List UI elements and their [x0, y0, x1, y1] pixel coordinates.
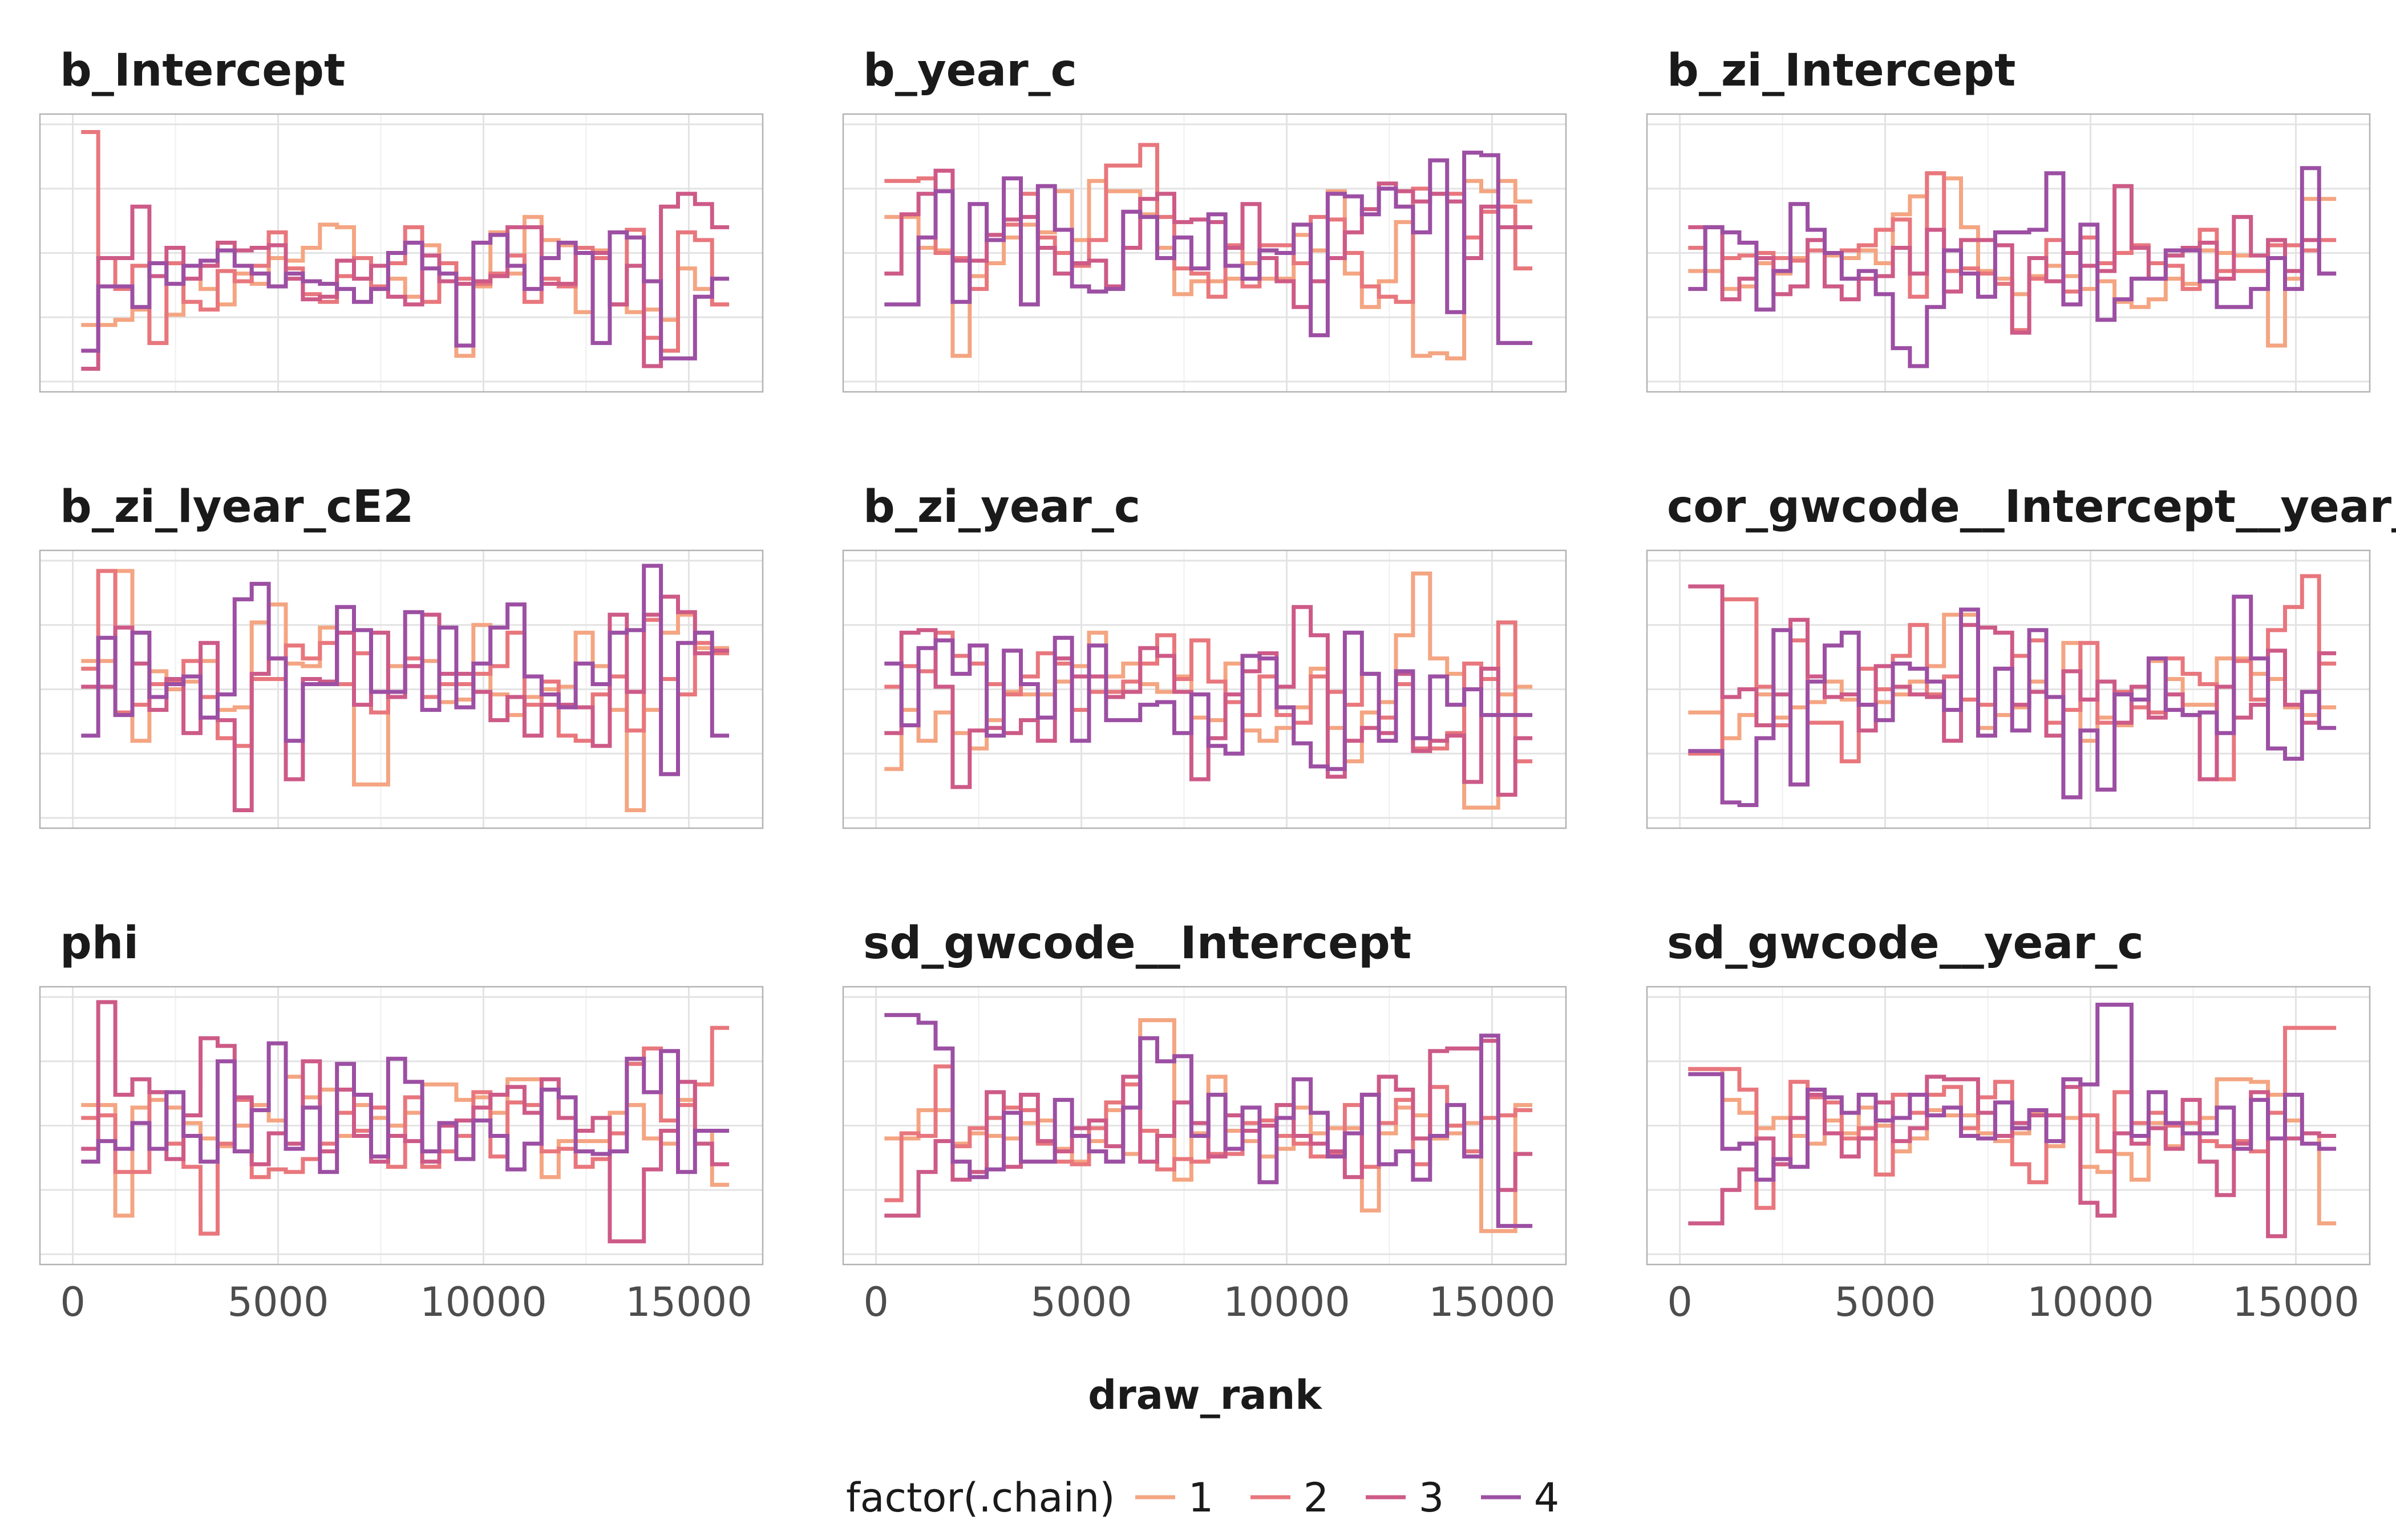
x-tick-label: 0: [863, 1279, 889, 1326]
series-line-chain-4: [1688, 594, 2337, 807]
x-tick-label: 0: [1667, 1279, 1693, 1326]
series-line-chain-3: [81, 594, 730, 812]
panel-border: [1646, 986, 2371, 1266]
facet-panel: b_Intercept: [39, 45, 764, 393]
series-group: [1688, 166, 2337, 368]
series-group: [1688, 1003, 2337, 1238]
x-tick-label: 0: [60, 1279, 86, 1326]
series-group: [81, 130, 730, 371]
x-tick-label: 10000: [2027, 1279, 2154, 1326]
series-line-chain-4: [81, 564, 730, 776]
panel-title: b_zi_Intercept: [1667, 45, 2015, 96]
series-group: [81, 564, 730, 812]
series-line-chain-4: [884, 151, 1533, 345]
series-line-chain-3: [1688, 184, 2337, 335]
series-line-chain-1: [884, 179, 1533, 360]
series-line-chain-3: [884, 1039, 1533, 1218]
series-line-chain-2: [81, 1026, 730, 1236]
x-tick-label: 5000: [1030, 1279, 1132, 1326]
panel-title: b_Intercept: [60, 45, 345, 96]
series-group: [1688, 574, 2337, 807]
facet-panel: b_zi_lyear_cE2: [39, 481, 764, 829]
series-line-chain-4: [884, 630, 1533, 771]
legend-label: 3: [1419, 1474, 1444, 1521]
series-line-chain-3: [81, 192, 730, 371]
x-tick-label: 15000: [1428, 1279, 1556, 1326]
facet-panel: b_zi_Intercept: [1646, 45, 2371, 393]
legend: factor(.chain) 1 2 3 4: [846, 1474, 1559, 1521]
series-group: [884, 572, 1533, 810]
x-tick-label: 5000: [227, 1279, 329, 1326]
legend-title: factor(.chain): [846, 1474, 1115, 1521]
panel-title: sd_gwcode__year_c: [1667, 918, 2144, 969]
panel-border: [1646, 113, 2371, 393]
panel-border: [842, 549, 1567, 829]
panel-title: b_year_c: [863, 45, 1077, 96]
panel-border: [842, 113, 1567, 393]
panel-title: b_zi_lyear_cE2: [60, 481, 414, 533]
series-line-chain-4: [81, 1041, 730, 1174]
panel-title: cor_gwcode__Intercept__year_: [1667, 481, 2396, 533]
legend-label: 4: [1534, 1474, 1560, 1521]
panel-border: [1646, 549, 2371, 829]
facet-panel: phi 0 5000 10000 15000: [39, 918, 764, 1326]
facet-panel: cor_gwcode__Intercept__year_: [1646, 481, 2396, 829]
series-line-chain-4: [1688, 166, 2337, 368]
facet-panels: b_Intercept b_year_c b_zi_Intercept b_zi_ly…: [39, 45, 2396, 1326]
legend-label: 1: [1188, 1474, 1214, 1521]
x-tick-label: 10000: [420, 1279, 547, 1326]
series-group: [884, 1013, 1533, 1233]
x-tick-label: 15000: [2232, 1279, 2359, 1326]
panel-border: [39, 986, 764, 1266]
x-tick-label: 5000: [1834, 1279, 1936, 1326]
series-line-chain-4: [1688, 1003, 2337, 1182]
series-line-chain-3: [81, 1000, 730, 1243]
x-tick-label: 10000: [1223, 1279, 1350, 1326]
x-tick-label: 15000: [625, 1279, 752, 1326]
series-line-chain-4: [81, 230, 730, 360]
panel-title: b_zi_year_c: [863, 481, 1140, 533]
panel-title: sd_gwcode__Intercept: [863, 918, 1411, 969]
series-group: [884, 143, 1533, 360]
facet-panel: b_year_c: [842, 45, 1567, 393]
panel-border: [39, 113, 764, 393]
legend-label: 2: [1304, 1474, 1329, 1521]
series-group: [81, 1000, 730, 1243]
series-line-chain-2: [884, 1064, 1533, 1202]
panel-border: [842, 986, 1567, 1266]
x-axis-title: draw_rank: [1088, 1372, 1322, 1419]
facet-panel: sd_gwcode__year_c 0 5000 10000 15000: [1646, 918, 2371, 1326]
panel-title: phi: [60, 918, 139, 969]
legend-entries: 1 2 3 4: [1135, 1474, 1559, 1521]
series-line-chain-4: [884, 1013, 1533, 1228]
facet-panel: b_zi_year_c: [842, 481, 1567, 829]
facet-panel: sd_gwcode__Intercept 0 5000 10000 15000: [842, 918, 1567, 1326]
panel-border: [39, 549, 764, 829]
